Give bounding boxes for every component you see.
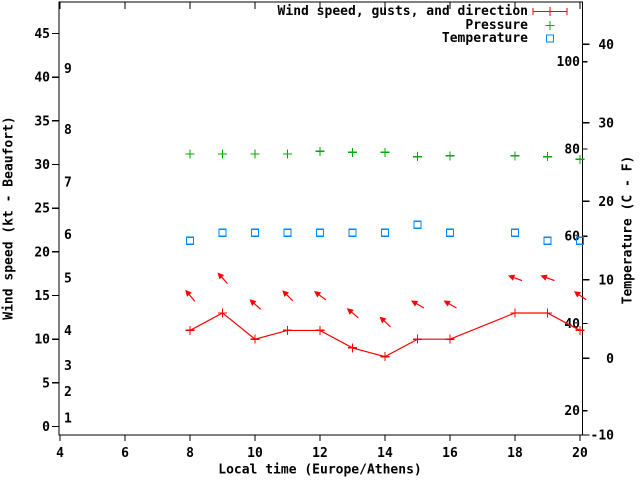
beaufort-label: 4 — [64, 324, 72, 339]
y-right-axis-title-text: Temperature (C - F) — [620, 155, 636, 305]
temperature-marker — [218, 228, 227, 237]
temperature-marker — [185, 236, 195, 245]
wind-errorbar-sample-icon — [528, 5, 570, 18]
wind-direction-arrow-head — [411, 300, 419, 307]
temperature-marker — [283, 228, 292, 237]
legend-label-temperature: Temperature — [441, 31, 528, 47]
beaufort-label: 1 — [64, 411, 72, 426]
x-tick-label: 14 — [377, 446, 393, 461]
wind-direction-arrow-head — [346, 308, 354, 315]
temperature-marker — [510, 228, 520, 237]
temperature-marker — [250, 228, 260, 237]
y-left-axis-title-text: Wind speed (kt - Beaufort) — [1, 116, 17, 320]
x-axis-title-text: Local time (Europe/Athens) — [218, 462, 422, 478]
f-tick-label: 80 — [564, 142, 580, 157]
beaufort-label: 3 — [64, 359, 72, 374]
kt-tick-label: 15 — [34, 289, 50, 304]
x-tick-label: 20 — [572, 446, 588, 461]
kt-tick-label: 25 — [34, 202, 50, 217]
x-tick-label: 10 — [247, 446, 263, 461]
wind-direction-arrow-head — [314, 290, 322, 298]
c-tick-label: 20 — [598, 195, 614, 210]
temperature-square-sample-icon — [528, 32, 570, 45]
temperature-marker — [445, 228, 455, 237]
kt-tick-label: 40 — [34, 71, 50, 86]
pressure-plus-sample-icon — [528, 19, 570, 32]
legend-label-wind: Wind speed, gusts, and direction — [277, 4, 528, 20]
legend-label-pressure: Pressure — [465, 17, 528, 33]
beaufort-label: 7 — [64, 175, 72, 190]
legend-row-wind: Wind speed, gusts, and direction — [278, 5, 570, 19]
x-tick-label: 12 — [312, 446, 328, 461]
c-tick-label: 40 — [598, 38, 614, 53]
wind-direction-arrow-head — [573, 291, 582, 298]
beaufort-label: 8 — [64, 123, 72, 138]
kt-tick-label: 45 — [34, 27, 50, 42]
temperature-marker — [380, 228, 390, 237]
x-tick-label: 16 — [442, 446, 458, 461]
wind-direction-arrow-head — [185, 289, 192, 297]
beaufort-label: 6 — [64, 228, 72, 243]
wind-direction-arrow-head — [540, 274, 548, 281]
wind-direction-arrow-head — [507, 274, 516, 281]
wind-speed-line — [189, 312, 581, 358]
x-tick-label: 8 — [186, 446, 194, 461]
temperature-marker — [315, 228, 325, 237]
temperature-marker — [348, 228, 357, 237]
f-tick-label: 100 — [557, 55, 581, 70]
kt-tick-label: 5 — [42, 376, 50, 391]
beaufort-label: 5 — [64, 272, 72, 287]
wind-direction-arrow-head — [282, 290, 290, 298]
kt-tick-label: 0 — [42, 420, 50, 435]
x-tick-label: 6 — [121, 446, 129, 461]
wind-direction-arrow-head — [217, 272, 225, 280]
beaufort-label: 9 — [64, 62, 72, 77]
kt-tick-label: 35 — [34, 114, 50, 129]
x-tick-label: 18 — [507, 446, 523, 461]
kt-tick-label: 10 — [34, 333, 50, 348]
plot-border — [58, 1, 584, 436]
legend-row-temperature: Temperature — [278, 32, 570, 46]
wind-direction-arrow-head — [443, 300, 451, 307]
legend: Wind speed, gusts, and direction Pressur… — [278, 5, 570, 46]
f-tick-label: 20 — [564, 404, 580, 419]
legend-row-pressure: Pressure — [278, 19, 570, 33]
c-tick-label: 0 — [606, 352, 614, 367]
wind-direction-arrow-head — [379, 316, 387, 324]
c-tick-label: -10 — [591, 429, 615, 444]
x-tick-label: 4 — [56, 446, 64, 461]
c-tick-label: 10 — [598, 273, 614, 288]
kt-tick-label: 20 — [34, 245, 50, 260]
wind-direction-arrow-head — [249, 299, 257, 306]
temperature-marker — [543, 236, 552, 245]
temperature-marker — [575, 236, 585, 245]
kt-tick-label: 30 — [34, 158, 50, 173]
beaufort-label: 2 — [64, 385, 72, 400]
c-tick-label: 30 — [598, 116, 614, 131]
temperature-marker — [413, 220, 422, 230]
